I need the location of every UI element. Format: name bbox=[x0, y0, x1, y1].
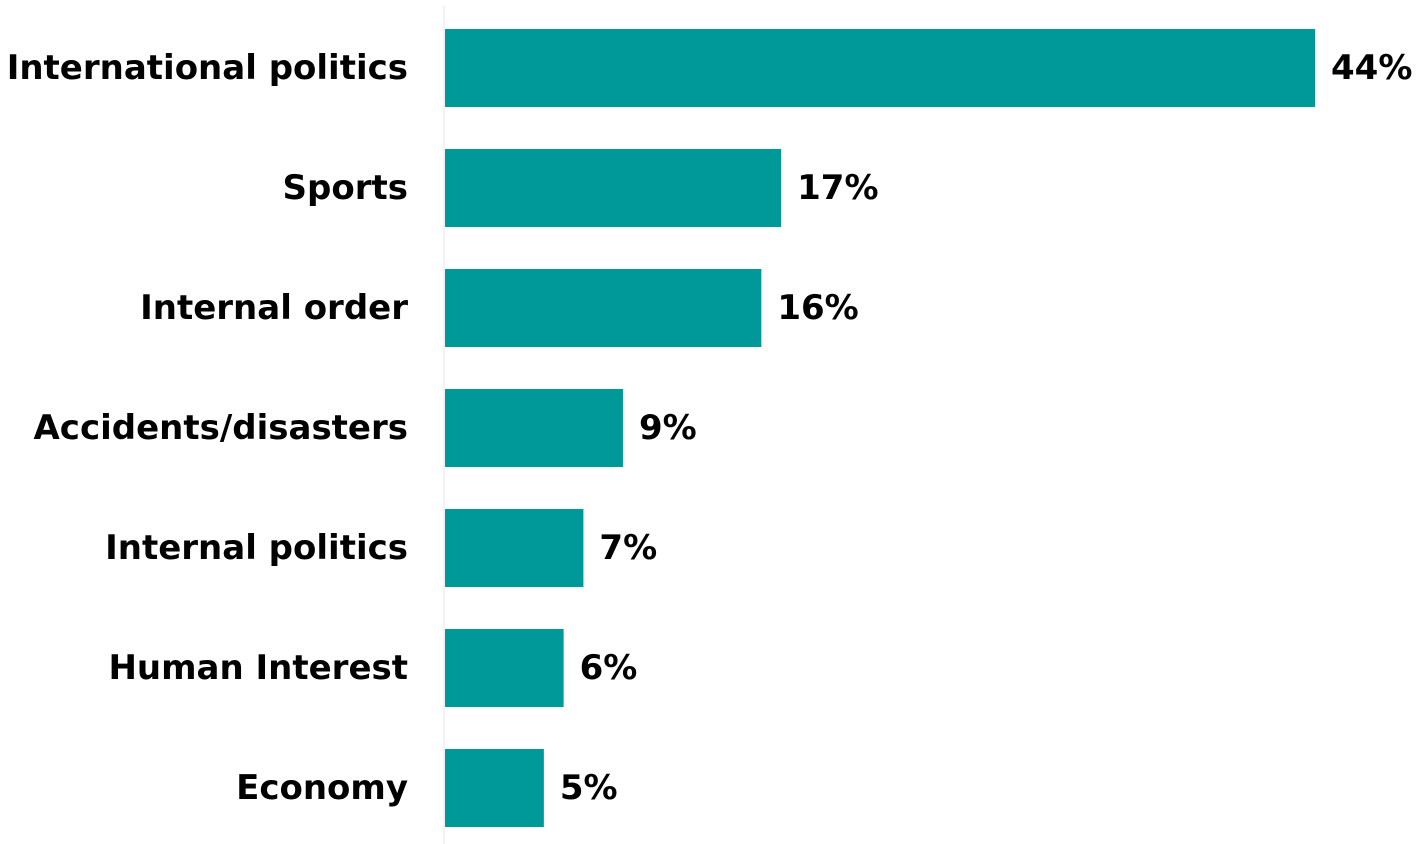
category-label: International politics bbox=[7, 48, 408, 88]
category-label: Internal order bbox=[140, 288, 408, 328]
bar bbox=[445, 149, 782, 227]
category-label: Human Interest bbox=[108, 648, 408, 688]
bar bbox=[445, 29, 1315, 107]
value-label: 17% bbox=[797, 168, 878, 208]
category-label: Accidents/disasters bbox=[33, 408, 408, 448]
bar bbox=[445, 749, 544, 827]
value-label: 44% bbox=[1331, 48, 1412, 88]
value-label: 9% bbox=[639, 408, 697, 448]
category-label: Sports bbox=[283, 168, 408, 208]
value-label: 7% bbox=[599, 528, 657, 568]
bar bbox=[445, 269, 762, 347]
value-label: 16% bbox=[777, 288, 858, 328]
value-label: 5% bbox=[560, 768, 618, 808]
category-label: Internal politics bbox=[105, 528, 408, 568]
bar bbox=[445, 389, 623, 467]
bar bbox=[445, 509, 584, 587]
bars-group: International politics 44% Sports 17% Intern… bbox=[7, 29, 1412, 827]
bar bbox=[445, 629, 564, 707]
category-label: Economy bbox=[236, 768, 408, 808]
value-label: 6% bbox=[580, 648, 638, 688]
